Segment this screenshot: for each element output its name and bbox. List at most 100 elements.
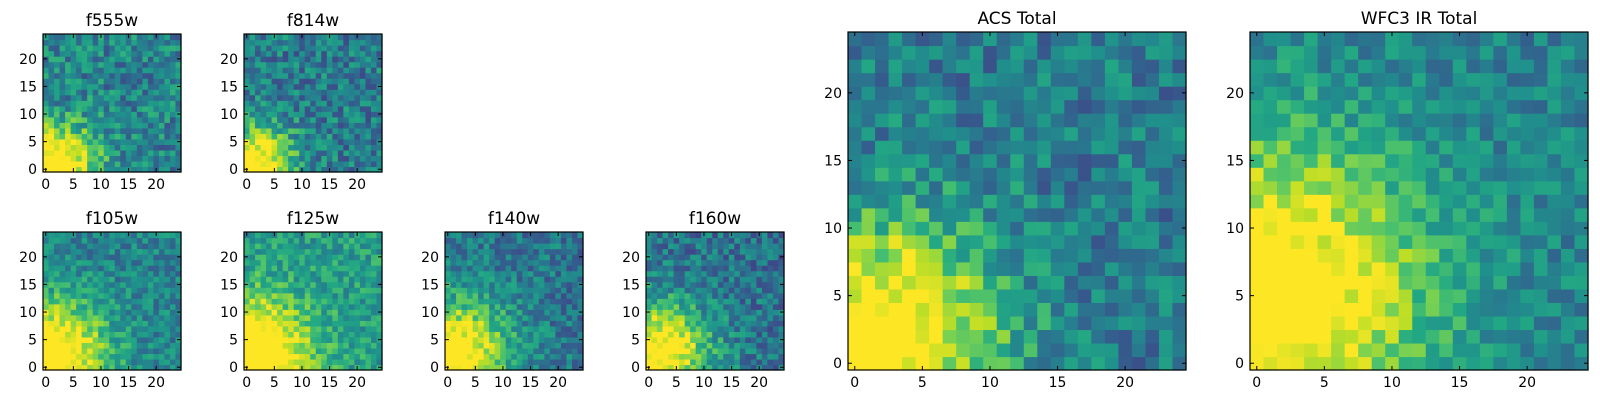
heatmap-cell <box>1358 343 1372 357</box>
heatmap-cell <box>997 248 1011 262</box>
heatmap-cell <box>82 271 88 277</box>
heatmap-cell <box>115 326 121 332</box>
heatmap-cell <box>668 326 674 332</box>
heatmap-cell <box>701 320 707 326</box>
heatmap-cell <box>142 298 148 304</box>
heatmap-cell <box>983 127 997 141</box>
heatmap-cell <box>104 34 110 40</box>
heatmap-cell <box>445 276 451 282</box>
heatmap-cell <box>445 331 451 337</box>
heatmap-cell <box>712 271 718 277</box>
heatmap-cell <box>65 348 71 354</box>
heatmap-cell <box>902 167 916 181</box>
heatmap-cell <box>120 128 126 134</box>
heatmap-cell <box>572 342 578 348</box>
heatmap-cell <box>956 248 970 262</box>
heatmap-cell <box>657 249 663 255</box>
heatmap-cell <box>773 348 779 354</box>
heatmap-cell <box>159 73 165 79</box>
heatmap-cell <box>445 342 451 348</box>
heatmap-cell <box>299 150 305 156</box>
heatmap-cell <box>1385 181 1399 195</box>
heatmap-cell <box>109 150 115 156</box>
heatmap-cell <box>332 161 338 167</box>
heatmap-cell <box>484 359 490 365</box>
heatmap-cell <box>707 331 713 337</box>
heatmap-cell <box>288 265 294 271</box>
heatmap-cell <box>1118 113 1132 127</box>
x-tick-label: 5 <box>471 375 480 391</box>
heatmap-cell <box>305 144 311 150</box>
heatmap-cell <box>272 298 278 304</box>
heatmap-cell <box>767 293 773 299</box>
heatmap-cell <box>1051 208 1065 222</box>
heatmap-cell <box>164 45 170 51</box>
heatmap-cell <box>462 249 468 255</box>
heatmap-cell <box>1507 302 1521 316</box>
heatmap-cell <box>244 100 250 106</box>
heatmap-cell <box>288 106 294 112</box>
heatmap-cell <box>528 326 534 332</box>
heatmap-cell <box>137 298 143 304</box>
heatmap-cell <box>712 265 718 271</box>
heatmap-cell <box>561 315 567 321</box>
heatmap-cell <box>43 40 49 46</box>
heatmap-cell <box>1507 289 1521 303</box>
heatmap-cell <box>1250 248 1264 262</box>
heatmap-cell <box>343 100 349 106</box>
heatmap-cell <box>646 331 652 337</box>
heatmap-cell <box>478 320 484 326</box>
heatmap-cell <box>533 309 539 315</box>
heatmap-cell <box>109 304 115 310</box>
heatmap-cell <box>1399 235 1413 249</box>
heatmap-cell <box>360 353 366 359</box>
heatmap-cell <box>49 78 55 84</box>
heatmap-cell <box>1159 181 1173 195</box>
heatmap-cell <box>1105 248 1119 262</box>
heatmap-cell <box>1078 127 1092 141</box>
heatmap-cell <box>1291 302 1305 316</box>
heatmap-cell <box>327 62 333 68</box>
heatmap-cell <box>1331 194 1345 208</box>
heatmap-cell <box>266 122 272 128</box>
heatmap-cell <box>862 73 876 87</box>
heatmap-cell <box>875 46 889 60</box>
heatmap-cell <box>109 78 115 84</box>
heatmap-cell <box>294 111 300 117</box>
heatmap-cell <box>1466 167 1480 181</box>
heatmap-cell <box>1064 194 1078 208</box>
heatmap-cell <box>751 254 757 260</box>
heatmap-cell <box>1547 302 1561 316</box>
heatmap-cell <box>1024 100 1038 114</box>
heatmap-cell <box>1399 275 1413 289</box>
heatmap-cell <box>751 249 757 255</box>
heatmap-cell <box>164 265 170 271</box>
heatmap-cell <box>305 315 311 321</box>
heatmap-cell <box>701 348 707 354</box>
heatmap-cell <box>1078 32 1092 46</box>
heatmap-cell <box>674 249 680 255</box>
heatmap-cell <box>1172 302 1186 316</box>
heatmap-cell <box>321 293 327 299</box>
heatmap-cell <box>365 73 371 79</box>
heatmap-cell <box>561 271 567 277</box>
heatmap-cell <box>170 56 176 62</box>
heatmap-cell <box>164 155 170 161</box>
heatmap-cell <box>1159 221 1173 235</box>
heatmap-cell <box>478 304 484 310</box>
heatmap-cell <box>539 260 545 266</box>
heatmap-cell <box>902 221 916 235</box>
heatmap-cell <box>137 56 143 62</box>
heatmap-cell <box>862 316 876 330</box>
heatmap-cell <box>272 56 278 62</box>
heatmap-cell <box>916 140 930 154</box>
heatmap-cell <box>674 271 680 277</box>
heatmap-cell <box>718 353 724 359</box>
heatmap-cell <box>316 353 322 359</box>
heatmap-cell <box>76 56 82 62</box>
heatmap-cell <box>250 56 256 62</box>
heatmap-cell <box>288 315 294 321</box>
heatmap-cell <box>566 315 572 321</box>
heatmap-cell <box>104 89 110 95</box>
heatmap-cell <box>255 139 261 145</box>
